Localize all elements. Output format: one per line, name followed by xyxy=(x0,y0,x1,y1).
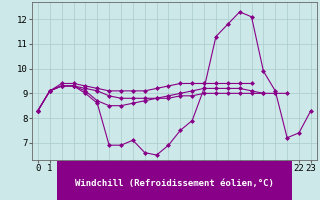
X-axis label: Windchill (Refroidissement éolien,°C): Windchill (Refroidissement éolien,°C) xyxy=(75,179,274,188)
